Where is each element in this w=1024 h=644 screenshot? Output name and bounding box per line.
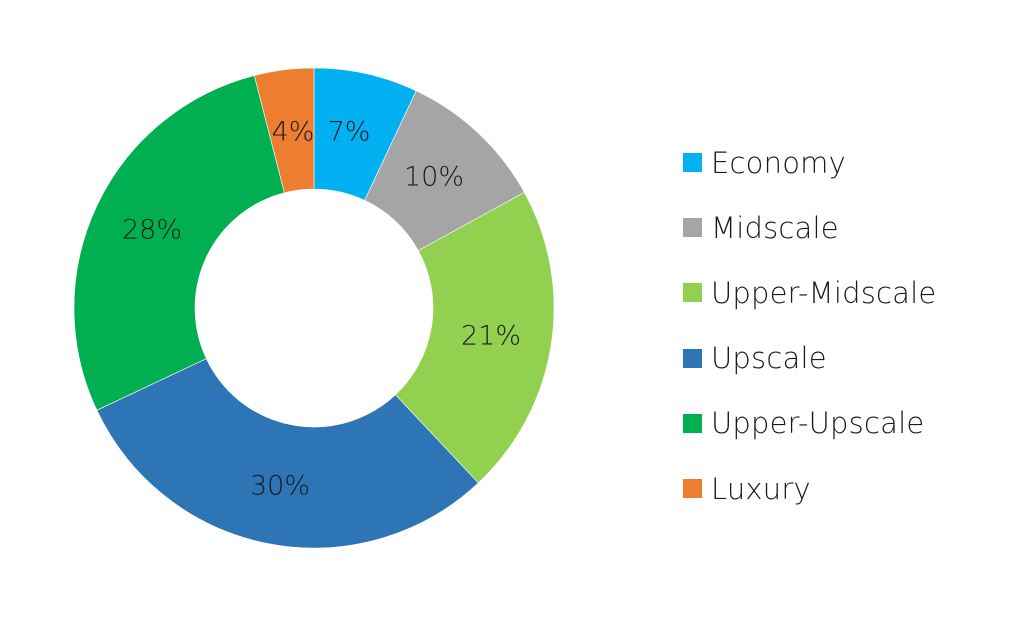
- slice-upper-upscale: [73, 75, 285, 411]
- slice-upscale: [96, 358, 479, 549]
- slice-label-upscale: 30%: [250, 471, 310, 502]
- legend-swatch-midscale: [683, 218, 702, 238]
- legend-item-upper-upscale: Upper-Upscale: [683, 391, 936, 456]
- legend-swatch-luxury: [683, 479, 702, 499]
- slice-label-upper-upscale: 28%: [122, 215, 182, 246]
- slice-label-luxury: 4%: [272, 117, 315, 148]
- legend-item-upper-midscale: Upper-Midscale: [683, 260, 936, 325]
- slice-label-midscale: 10%: [404, 162, 464, 193]
- legend-swatch-economy: [683, 153, 702, 173]
- slice-labels: 7% 10% 21% 30% 28% 4%: [122, 117, 521, 502]
- legend-item-midscale: Midscale: [683, 195, 936, 260]
- legend-swatch-upper-midscale: [683, 283, 702, 303]
- donut-slices: [73, 67, 555, 549]
- legend-label: Upper-Midscale: [711, 275, 937, 310]
- slice-label-upper-midscale: 21%: [461, 321, 521, 352]
- legend-item-luxury: Luxury: [683, 456, 936, 521]
- legend-label: Upscale: [711, 341, 827, 376]
- legend-label: Economy: [711, 145, 846, 180]
- legend-item-upscale: Upscale: [683, 326, 936, 391]
- slice-luxury: [253, 67, 315, 194]
- slice-label-economy: 7%: [328, 117, 371, 148]
- legend-label: Upper-Upscale: [711, 406, 925, 441]
- legend-item-economy: Economy: [683, 130, 936, 195]
- legend-label: Luxury: [711, 471, 811, 506]
- chart-legend: Economy Midscale Upper-Midscale Upscale …: [683, 130, 936, 521]
- legend-label: Midscale: [711, 210, 839, 245]
- slice-upper-midscale: [395, 191, 555, 484]
- legend-swatch-upscale: [683, 348, 702, 368]
- legend-swatch-upper-upscale: [683, 413, 702, 433]
